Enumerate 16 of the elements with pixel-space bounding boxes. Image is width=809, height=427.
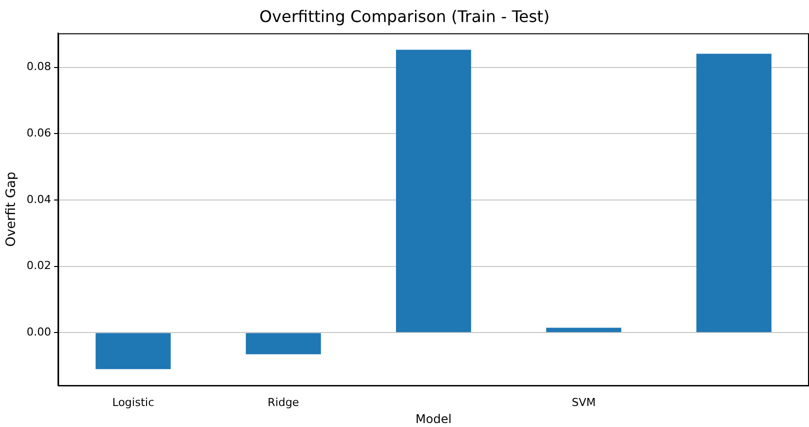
chart-title: Overfitting Comparison (Train - Test) [259, 6, 550, 26]
bar [696, 54, 772, 332]
x-tick-label: Logistic [112, 396, 154, 409]
bar [546, 328, 622, 332]
y-tick-label: 0.04 [26, 192, 52, 206]
x-axis-title: Model [416, 412, 452, 426]
x-tick-label: SVM [572, 396, 596, 409]
bar [246, 333, 321, 354]
y-tick-label: 0.08 [26, 60, 52, 74]
y-tick-label: 0.06 [26, 126, 52, 140]
y-axis-title: Overfit Gap [4, 172, 20, 247]
bar [96, 333, 171, 370]
y-tick-label: 0.00 [26, 326, 52, 339]
y-tick-label: 0.02 [26, 259, 52, 272]
x-tick-label: Ridge [268, 396, 300, 409]
bar [396, 50, 472, 332]
